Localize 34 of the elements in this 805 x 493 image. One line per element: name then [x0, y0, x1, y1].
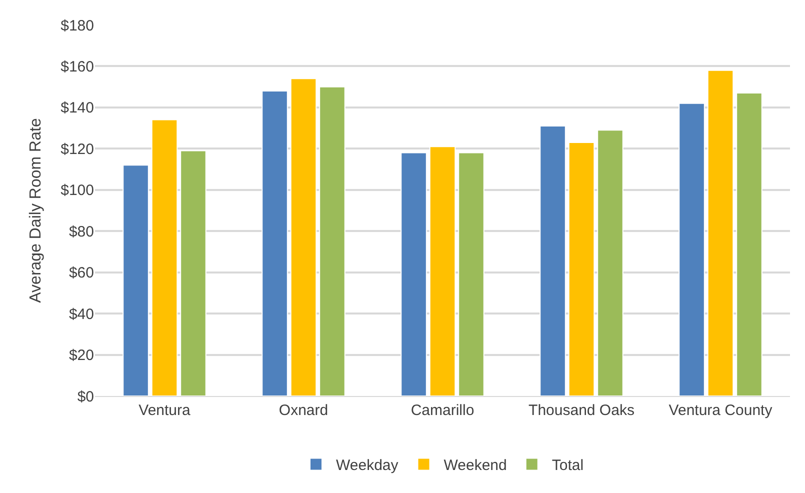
bar: [568, 142, 595, 396]
x-tick-label: Ventura: [138, 402, 192, 419]
bar: [707, 70, 734, 396]
y-tick-label: $100: [60, 182, 94, 200]
bar: [180, 150, 206, 396]
bar: [458, 152, 484, 396]
y-tick-label: $20: [68, 347, 94, 364]
y-tick-label: $140: [60, 100, 94, 117]
x-tick-label: Thousand Oaks: [528, 402, 634, 419]
legend-label: Weekend: [444, 457, 507, 474]
legend-label: Total: [552, 457, 584, 474]
bar: [678, 102, 705, 396]
y-tick-label: $60: [68, 264, 94, 282]
bar: [429, 146, 456, 396]
bar: [400, 152, 427, 396]
bar: [151, 119, 178, 396]
x-tick-label: Camarillo: [410, 402, 474, 419]
y-tick-label: $120: [60, 140, 94, 158]
bar: [290, 78, 317, 396]
legend-label: Weekday: [336, 457, 399, 474]
y-tick-label: $0: [77, 388, 94, 406]
y-tick-label: $180: [60, 17, 94, 34]
y-tick-label: $80: [68, 223, 94, 240]
bar: [540, 125, 566, 396]
y-tick-label: $160: [60, 58, 94, 76]
y-axis-title: Average Daily Room Rate: [28, 118, 45, 303]
bar: [736, 92, 762, 396]
bar: [122, 164, 149, 396]
bar: [319, 86, 346, 396]
x-tick-label: Ventura County: [668, 402, 773, 419]
x-tick-label: Oxnard: [278, 402, 328, 419]
bar: [597, 130, 624, 396]
y-tick-label: $40: [68, 306, 94, 323]
bar: [262, 90, 288, 396]
